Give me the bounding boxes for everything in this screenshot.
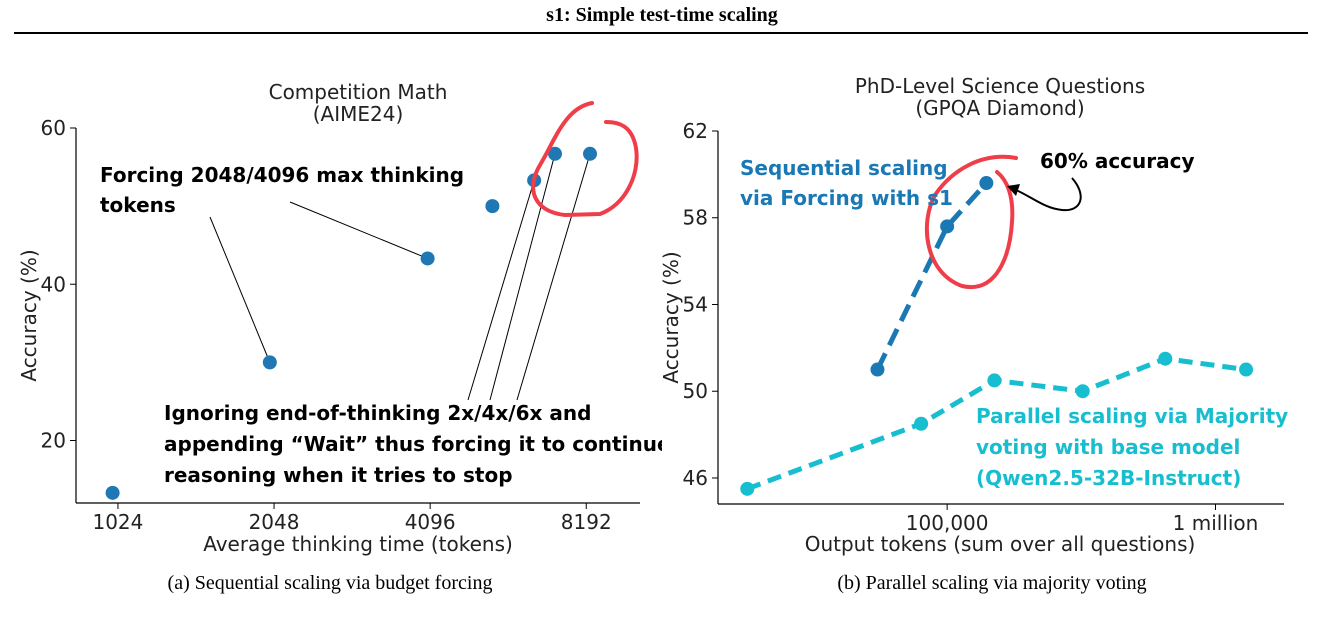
x-tick-label: 4096	[405, 510, 456, 534]
annotation-forcing: Forcing 2048/4096 max thinking	[100, 163, 464, 187]
gpqa-chart: 46 50 54 58 62 100,000 1 million PhD-Level Scie…	[662, 74, 1288, 556]
x-axis-label: Output tokens (sum over all questions)	[805, 532, 1196, 556]
data-point	[583, 146, 598, 161]
parallel-series-line	[746, 356, 1247, 492]
y-axis-label: Accuracy (%)	[662, 251, 683, 383]
x-tick-label: 100,000	[906, 511, 989, 535]
annotation-forcing: tokens	[100, 193, 176, 217]
annotation-leader	[289, 201, 428, 259]
data-point	[105, 485, 120, 500]
sequential-series-line	[875, 181, 989, 371]
sequential-point	[870, 362, 885, 377]
annotation-leader	[516, 153, 591, 401]
annotation-ignoring: Ignoring end-of-thinking 2x/4x/6x and	[164, 401, 591, 425]
parallel-point	[1158, 351, 1173, 366]
parallel-point	[914, 416, 929, 431]
parallel-point	[1239, 362, 1254, 377]
x-tick-label: 2048	[249, 510, 300, 534]
annotation-60-accuracy: 60% accuracy	[1040, 149, 1195, 173]
annotation-leader	[489, 153, 556, 401]
y-axis-label: Accuracy (%)	[17, 249, 41, 381]
annotation-ignoring: appending “Wait” thus forcing it to cont…	[164, 432, 662, 456]
parallel-series-label: (Qwen2.5-32B-Instruct)	[976, 466, 1241, 490]
y-tick-label: 60	[41, 116, 66, 140]
y-tick-label: 50	[683, 379, 708, 403]
y-tick-label: 46	[683, 466, 708, 490]
y-tick-label: 62	[683, 119, 708, 143]
annotation-leader	[467, 180, 535, 401]
data-point	[262, 355, 277, 370]
chart-title: Competition Math	[269, 80, 448, 104]
caption-b: (b) Parallel scaling via majority voting	[837, 572, 1147, 594]
y-tick-label: 40	[41, 272, 66, 296]
chart-title: (GPQA Diamond)	[915, 96, 1084, 120]
x-tick-label: 1024	[92, 510, 143, 534]
highlight-circle	[531, 101, 639, 218]
x-axis-label: Average thinking time (tokens)	[203, 532, 513, 556]
parallel-point	[987, 373, 1002, 388]
header-rule	[14, 32, 1308, 34]
data-point	[547, 146, 562, 161]
chart-title: PhD-Level Science Questions	[855, 74, 1145, 98]
sequential-point	[979, 176, 994, 191]
annotation-arrow	[1013, 177, 1082, 212]
sequential-series-label: Sequential scaling	[740, 156, 948, 180]
annotation-leader	[209, 216, 271, 363]
parallel-series-label: Parallel scaling via Majority	[976, 404, 1288, 428]
aime-chart: 20 40 60 1024 2048 4096 8192 Competition Math(A…	[17, 80, 662, 556]
highlight-circle	[924, 154, 1018, 290]
data-point	[485, 199, 500, 214]
y-tick-label: 20	[41, 429, 66, 453]
page-title: s1: Simple test-time scaling	[546, 4, 778, 26]
sequential-point	[940, 219, 955, 234]
sequential-series-label: via Forcing with s1	[740, 186, 953, 210]
parallel-point	[740, 481, 755, 496]
parallel-series-label: voting with base model	[976, 435, 1240, 459]
chart-title: (AIME24)	[313, 102, 404, 126]
x-tick-label: 1 million	[1173, 511, 1259, 535]
annotation-arrowhead	[1007, 184, 1020, 196]
annotation-ignoring: reasoning when it tries to stop	[164, 463, 513, 487]
y-tick-label: 54	[683, 292, 708, 316]
y-tick-label: 58	[683, 206, 708, 230]
caption-a: (a) Sequential scaling via budget forcin…	[167, 572, 493, 594]
parallel-point	[1075, 384, 1090, 399]
x-tick-label: 8192	[561, 510, 612, 534]
data-point	[420, 251, 435, 266]
